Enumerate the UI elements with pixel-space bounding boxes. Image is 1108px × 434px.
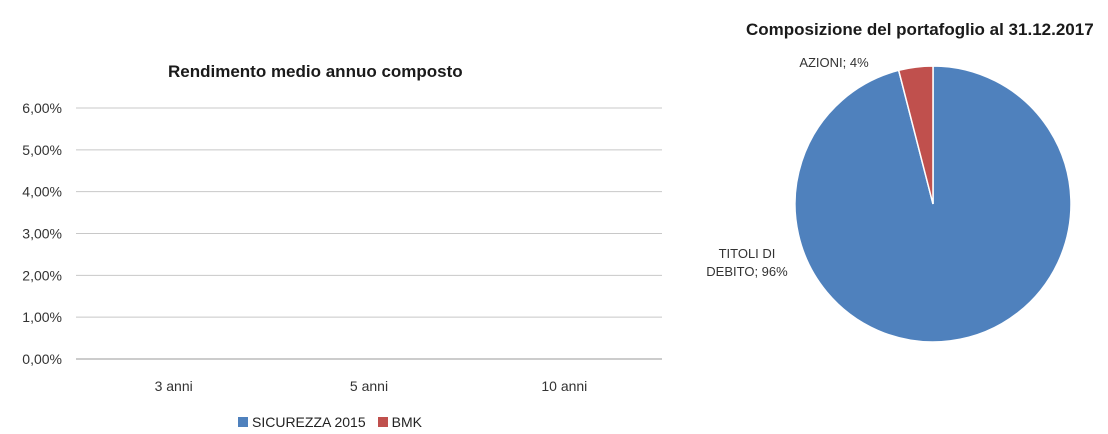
y-tick-label: 0,00% [22,351,62,367]
bar-chart-title: Rendimento medio annuo composto [168,62,463,81]
y-tick-label: 2,00% [22,267,62,283]
legend-item-bmk: BMK [377,414,422,430]
pie-label: TITOLI DI DEBITO; 96% [706,246,788,279]
pie-chart-title: Composizione del portafoglio al 31.12.20… [746,20,1094,39]
x-tick-label: 3 anni [155,378,193,394]
legend-item-sicurezza: SICUREZZA 2015 [238,414,366,430]
bar-chart-plot: 0,00% 1,00% 2,00% 3,00% 4,00% 5,00% 6,00% 3 ann… [22,100,662,394]
y-tick-label: 1,00% [22,309,62,325]
pie-chart: Composizione del portafoglio al 31.12.20… [700,0,1108,434]
pie-chart-plot: TITOLI DI DEBITO; 96% AZIONI; 4% [706,55,1072,343]
pie-slice [897,65,934,205]
y-tick-label: 4,00% [22,184,62,200]
x-tick-label: 10 anni [541,378,587,394]
y-tick-label: 3,00% [22,226,62,242]
y-tick-label: 5,00% [22,142,62,158]
pie-label: AZIONI; 4% [799,55,869,70]
legend-label-sicurezza: SICUREZZA 2015 [252,414,366,430]
legend-swatch-bmk [377,417,388,427]
bar-chart: Rendimento medio annuo composto 0,00% 1,0… [22,62,662,430]
bar-chart-legend: SICUREZZA 2015 BMK [238,414,434,430]
x-tick-label: 5 anni [350,378,388,394]
y-tick-label: 6,00% [22,100,62,116]
legend-label-bmk: BMK [391,414,422,430]
legend-swatch-sicurezza [238,417,248,427]
